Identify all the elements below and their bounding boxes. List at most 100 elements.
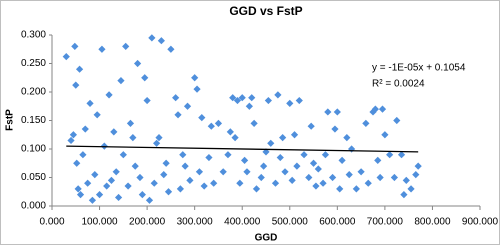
x-tick-label: 800.000 — [414, 217, 451, 228]
point — [309, 159, 318, 167]
point — [400, 191, 408, 199]
point — [312, 182, 320, 190]
point — [91, 171, 99, 179]
point — [381, 131, 389, 139]
point — [243, 168, 251, 176]
point — [155, 134, 163, 142]
point — [76, 191, 85, 199]
point — [214, 119, 223, 127]
point — [362, 119, 370, 127]
point — [145, 196, 154, 204]
point — [88, 196, 97, 204]
point — [321, 151, 330, 159]
point — [160, 171, 168, 179]
point — [95, 191, 104, 199]
x-tick-label: 700.000 — [367, 217, 404, 228]
point — [136, 173, 144, 182]
x-tick-label: 100.000 — [81, 217, 118, 228]
point — [338, 156, 346, 164]
point — [352, 185, 360, 193]
point — [179, 151, 187, 159]
point — [205, 153, 213, 162]
point — [336, 185, 344, 193]
x-axis-label: GGD — [255, 233, 278, 244]
point — [198, 114, 206, 122]
point — [314, 165, 322, 173]
point — [134, 59, 142, 68]
point — [143, 96, 151, 105]
point — [348, 145, 356, 153]
point — [174, 111, 182, 119]
point — [114, 193, 123, 202]
point — [183, 102, 192, 110]
point — [290, 131, 299, 139]
point — [103, 182, 111, 190]
point — [153, 139, 161, 147]
trendline — [66, 145, 419, 153]
point — [274, 91, 282, 99]
x-tick-label: 300.000 — [177, 217, 214, 228]
point — [71, 42, 79, 50]
point — [390, 173, 398, 182]
point — [267, 139, 275, 147]
point — [324, 108, 332, 116]
point — [229, 94, 237, 102]
point — [260, 162, 268, 170]
point — [112, 168, 120, 176]
point — [224, 151, 232, 159]
point — [110, 128, 118, 136]
point — [252, 185, 261, 193]
trendline-equation: y = -1E-05x + 0.1054 — [372, 63, 466, 74]
point — [271, 179, 280, 187]
point — [286, 99, 294, 107]
point — [126, 119, 135, 127]
point — [281, 168, 289, 176]
point — [219, 168, 227, 176]
point — [150, 179, 158, 187]
point — [264, 96, 272, 105]
point — [374, 156, 382, 164]
x-tick-label: 400.000 — [224, 217, 261, 228]
y-tick-label: 0.100 — [21, 144, 46, 155]
point — [67, 136, 75, 145]
point — [293, 162, 301, 170]
point — [86, 99, 94, 107]
point — [141, 74, 149, 82]
point — [386, 151, 394, 159]
point — [407, 185, 415, 193]
point — [393, 116, 401, 125]
y-tick-label: 0.000 — [21, 201, 46, 212]
point — [288, 176, 296, 184]
point — [119, 151, 127, 159]
x-tick-label: 600.000 — [319, 217, 356, 228]
point — [345, 171, 353, 179]
point — [162, 159, 170, 167]
point — [193, 85, 201, 93]
point — [364, 179, 372, 187]
point — [207, 122, 215, 130]
point — [129, 134, 137, 142]
point — [397, 151, 406, 159]
point — [176, 185, 184, 193]
y-tick-label: 0.050 — [21, 172, 46, 183]
point — [195, 168, 204, 176]
y-tick-label: 0.150 — [21, 115, 46, 126]
point — [305, 173, 313, 182]
x-tick-label: 0.000 — [39, 217, 64, 228]
point — [181, 162, 189, 170]
point — [84, 179, 92, 187]
point — [138, 191, 146, 199]
point — [107, 176, 116, 184]
point — [79, 151, 87, 159]
point — [75, 65, 84, 73]
point — [105, 91, 113, 99]
point — [124, 182, 132, 190]
point — [131, 162, 139, 170]
point — [69, 131, 77, 139]
point — [248, 94, 256, 102]
point — [276, 153, 284, 162]
point — [331, 125, 339, 133]
point — [250, 119, 258, 127]
